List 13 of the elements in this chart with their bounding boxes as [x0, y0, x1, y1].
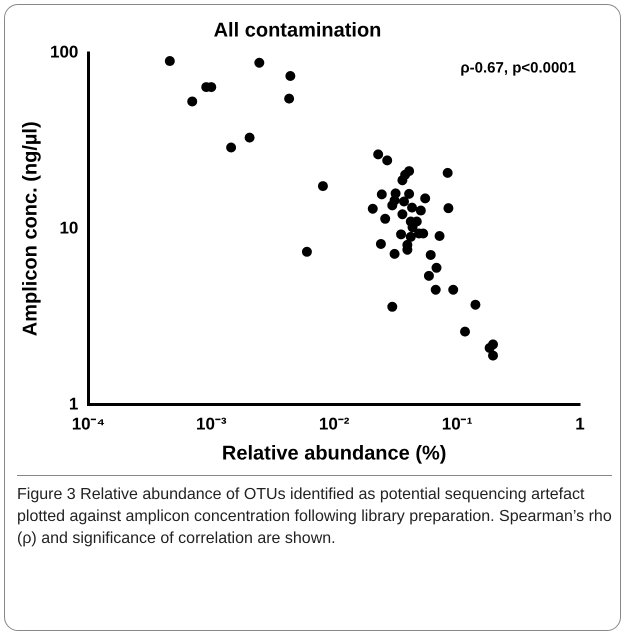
- y-tick-label: 10: [59, 218, 78, 238]
- x-tick-label: 10⁻¹: [442, 414, 473, 434]
- x-tick-label: 1: [575, 414, 585, 434]
- y-tick-label: 100: [50, 42, 78, 62]
- annotation: ρ-0.67, p<0.0001: [460, 60, 576, 77]
- caption: Figure 3 Relative abundance of OTUs identified as potential sequencing artefact plotted against amplicon concentration following library preparation. Spearman’s rho (ρ) and significance of correlation are shown.: [17, 475, 612, 550]
- x-tick-label: 10⁻³: [196, 414, 227, 434]
- chart-title: All contamination: [214, 20, 382, 42]
- y-axis-title: Amplicon conc. (ng/µl): [20, 121, 42, 336]
- y-tick-label: 1: [68, 394, 78, 414]
- x-tick-label: 10⁻⁴: [72, 414, 106, 434]
- x-tick-label: 10⁻²: [318, 414, 350, 434]
- x-axis-title: Relative abundance (%): [222, 442, 446, 465]
